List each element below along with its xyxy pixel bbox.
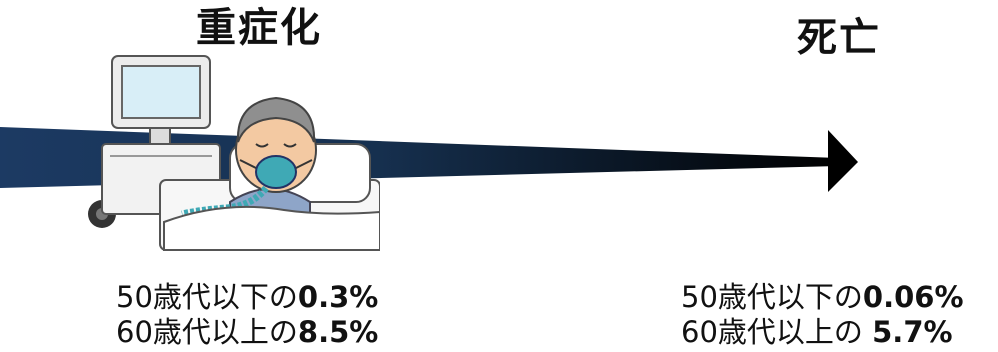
severe-rate-row-over-60: 60歳代以上の8.5%	[116, 315, 378, 350]
arrow-head	[828, 130, 858, 192]
death-rate-block: 50歳代以下の0.06% 60歳代以上の 5.7%	[681, 280, 964, 350]
age-group-label: 60歳代以上の	[116, 315, 298, 349]
age-group-label: 50歳代以下の	[116, 280, 298, 314]
rate-value: 0.3%	[297, 280, 379, 314]
stage-title-death: 死亡	[797, 15, 881, 61]
age-group-label: 60歳代以上の	[681, 315, 873, 349]
severe-rate-row-under-50: 50歳代以下の0.3%	[116, 280, 378, 315]
ventilator-tube-icon	[181, 185, 269, 218]
oxygen-mask-icon	[255, 155, 297, 189]
death-rate-row-under-50: 50歳代以下の0.06%	[681, 280, 964, 315]
rate-value: 5.7%	[872, 315, 953, 349]
rate-value: 0.06%	[862, 280, 964, 314]
stage-title-severe: 重症化	[196, 5, 322, 51]
ventilator-patient-illustration	[88, 55, 380, 251]
age-group-label: 50歳代以下の	[681, 280, 863, 314]
rate-value: 8.5%	[297, 315, 379, 349]
death-rate-row-over-60: 60歳代以上の 5.7%	[681, 315, 964, 350]
severe-rate-block: 50歳代以下の0.3% 60歳代以上の8.5%	[116, 280, 378, 350]
